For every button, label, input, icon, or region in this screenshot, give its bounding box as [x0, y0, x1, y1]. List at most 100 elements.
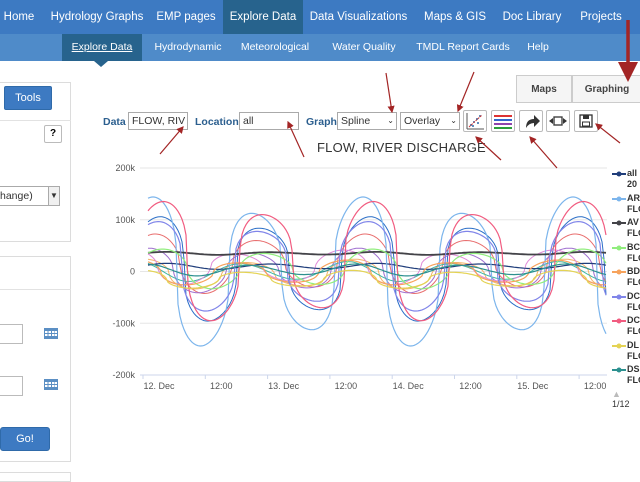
arrow-to-save: [595, 123, 621, 144]
graph-type-select[interactable]: Spline ⌄: [337, 112, 397, 130]
legend-entry[interactable]: DSFLO: [627, 364, 640, 386]
x-tick-label: 12:00: [335, 381, 358, 391]
nav-item-data-visualizations[interactable]: Data Visualizations: [309, 11, 408, 23]
legend-pager[interactable]: ▲ 1/12: [612, 389, 640, 409]
legend-entry-name: DC: [627, 315, 640, 325]
legend-entry-sub: FLO: [627, 252, 640, 263]
go-button[interactable]: Go!: [0, 427, 50, 451]
series-line-all: [147, 262, 607, 270]
location-input[interactable]: all: [239, 112, 299, 130]
nav-item-explore-data[interactable]: Explore Data: [223, 0, 303, 34]
arrow-to-share: [529, 136, 558, 169]
nav-item-hydrology-graphs[interactable]: Hydrology Graphs: [50, 11, 144, 23]
legend-swatch: [612, 220, 626, 226]
y-tick-label: 0: [130, 267, 135, 277]
legend-entry[interactable]: ARIFLO: [627, 193, 640, 215]
legend-entry-sub: FLO: [627, 301, 640, 312]
panel-divider: [0, 289, 71, 290]
location-label: Location: [195, 116, 239, 128]
legend-prev-icon[interactable]: ▲: [612, 389, 621, 399]
arrow-to-graph-mode: [456, 71, 475, 113]
subnav-item-water-quality[interactable]: Water Quality: [332, 41, 396, 53]
series-line-dc: [147, 220, 607, 312]
top-nav: Home Hydrology Graphs EMP pages Explore Dat…: [0, 0, 640, 34]
graph-mode-select[interactable]: Overlay ⌄: [400, 112, 460, 130]
nav-item-maps-gis[interactable]: Maps & GIS: [424, 11, 486, 23]
series-line-bc: [147, 248, 607, 290]
data-label: Data: [103, 116, 126, 128]
legend-entry-name: DC: [627, 290, 640, 301]
legend-swatch: [612, 245, 626, 250]
save-button[interactable]: [574, 110, 598, 132]
tabs-divider: [516, 102, 640, 103]
range-select[interactable]: hange): [0, 186, 60, 206]
subnav-item-explore-data[interactable]: Explore Data: [62, 34, 142, 61]
save-disk-icon: [579, 114, 593, 128]
series-line-extra: [147, 258, 607, 290]
y-tick-label: -100k: [112, 318, 135, 328]
y-tick-label: 200k: [115, 163, 135, 173]
left-panel-footer: [0, 472, 71, 482]
nav-item-doc-library[interactable]: Doc Library: [502, 11, 562, 23]
nav-item-home[interactable]: Home: [3, 11, 35, 23]
sub-nav: Explore Data Hydrodynamic Meteorological Wa…: [0, 34, 640, 61]
subnav-active-caret: [94, 61, 108, 67]
legend-entry-sub: FLO: [627, 203, 640, 214]
tab-graphing[interactable]: Graphing: [572, 75, 640, 102]
data-select[interactable]: FLOW, RIV: [128, 112, 188, 130]
legend-entry[interactable]: DCFLO: [627, 315, 640, 337]
x-tick-label: 14. Dec: [393, 381, 425, 391]
graph-label: Graph: [306, 116, 337, 128]
scatter-plot-button[interactable]: [463, 110, 487, 132]
x-tick-label: 13. Dec: [268, 381, 300, 391]
legend-swatch: [612, 196, 626, 201]
legend-entry[interactable]: BCFLO: [627, 242, 640, 264]
series-line-dl: [147, 269, 607, 289]
start-date-input[interactable]: [0, 324, 23, 344]
series-colors-button[interactable]: [491, 110, 515, 132]
nav-item-projects[interactable]: Projects: [580, 11, 622, 23]
series-line-ari: [147, 196, 607, 347]
subnav-item-hydrodynamic[interactable]: Hydrodynamic: [154, 41, 222, 53]
share-arrow-icon: [526, 115, 540, 128]
end-date-input[interactable]: [0, 376, 23, 396]
y-tick-label: 100k: [115, 215, 135, 225]
legend-swatch: [612, 343, 626, 348]
legend-entry[interactable]: AVFLO: [627, 217, 640, 239]
resize-button[interactable]: [546, 110, 570, 132]
series-line-av: [147, 251, 607, 256]
legend-entry[interactable]: DLFLO: [627, 340, 640, 362]
tools-button[interactable]: Tools: [4, 86, 52, 110]
legend-entry[interactable]: BDFLO: [627, 266, 640, 288]
legend-swatch: [612, 171, 626, 177]
calendar-icon[interactable]: [44, 379, 58, 390]
series-line-extra: [147, 261, 607, 282]
legend-swatch: [612, 294, 626, 299]
series-line-extra: [147, 249, 607, 286]
legend-entry-sub: FLO: [627, 326, 640, 336]
legend-entry-name: BC: [627, 241, 640, 252]
nav-item-emp-pages[interactable]: EMP pages: [156, 11, 216, 23]
legend-entry[interactable]: all 20: [627, 168, 637, 190]
calendar-icon[interactable]: [44, 328, 58, 339]
legend-swatch: [612, 269, 626, 275]
legend-entry-name: AV: [627, 217, 639, 227]
legend-entry[interactable]: DCFLO: [627, 291, 640, 313]
subnav-item-meteorological[interactable]: Meteorological: [240, 41, 310, 53]
range-select-value: hange): [0, 190, 33, 202]
subnav-item-tmdl-report-cards[interactable]: TMDL Report Cards: [416, 41, 510, 53]
series-line-extra: [147, 233, 607, 295]
scatter-plot-icon: [466, 113, 484, 130]
legend-swatch: [612, 367, 626, 373]
subnav-item-help[interactable]: Help: [527, 41, 549, 53]
share-button[interactable]: [519, 110, 543, 132]
panel-divider: [0, 120, 71, 121]
series-line-dc: [147, 200, 607, 322]
help-button[interactable]: ?: [44, 125, 62, 143]
series-line-extra: [147, 216, 607, 322]
chevron-down-icon[interactable]: ▼: [48, 187, 59, 205]
tab-maps[interactable]: Maps: [516, 75, 572, 102]
legend-entry-sub: FLO: [627, 350, 640, 361]
graph-type-value: Spline: [341, 115, 371, 127]
